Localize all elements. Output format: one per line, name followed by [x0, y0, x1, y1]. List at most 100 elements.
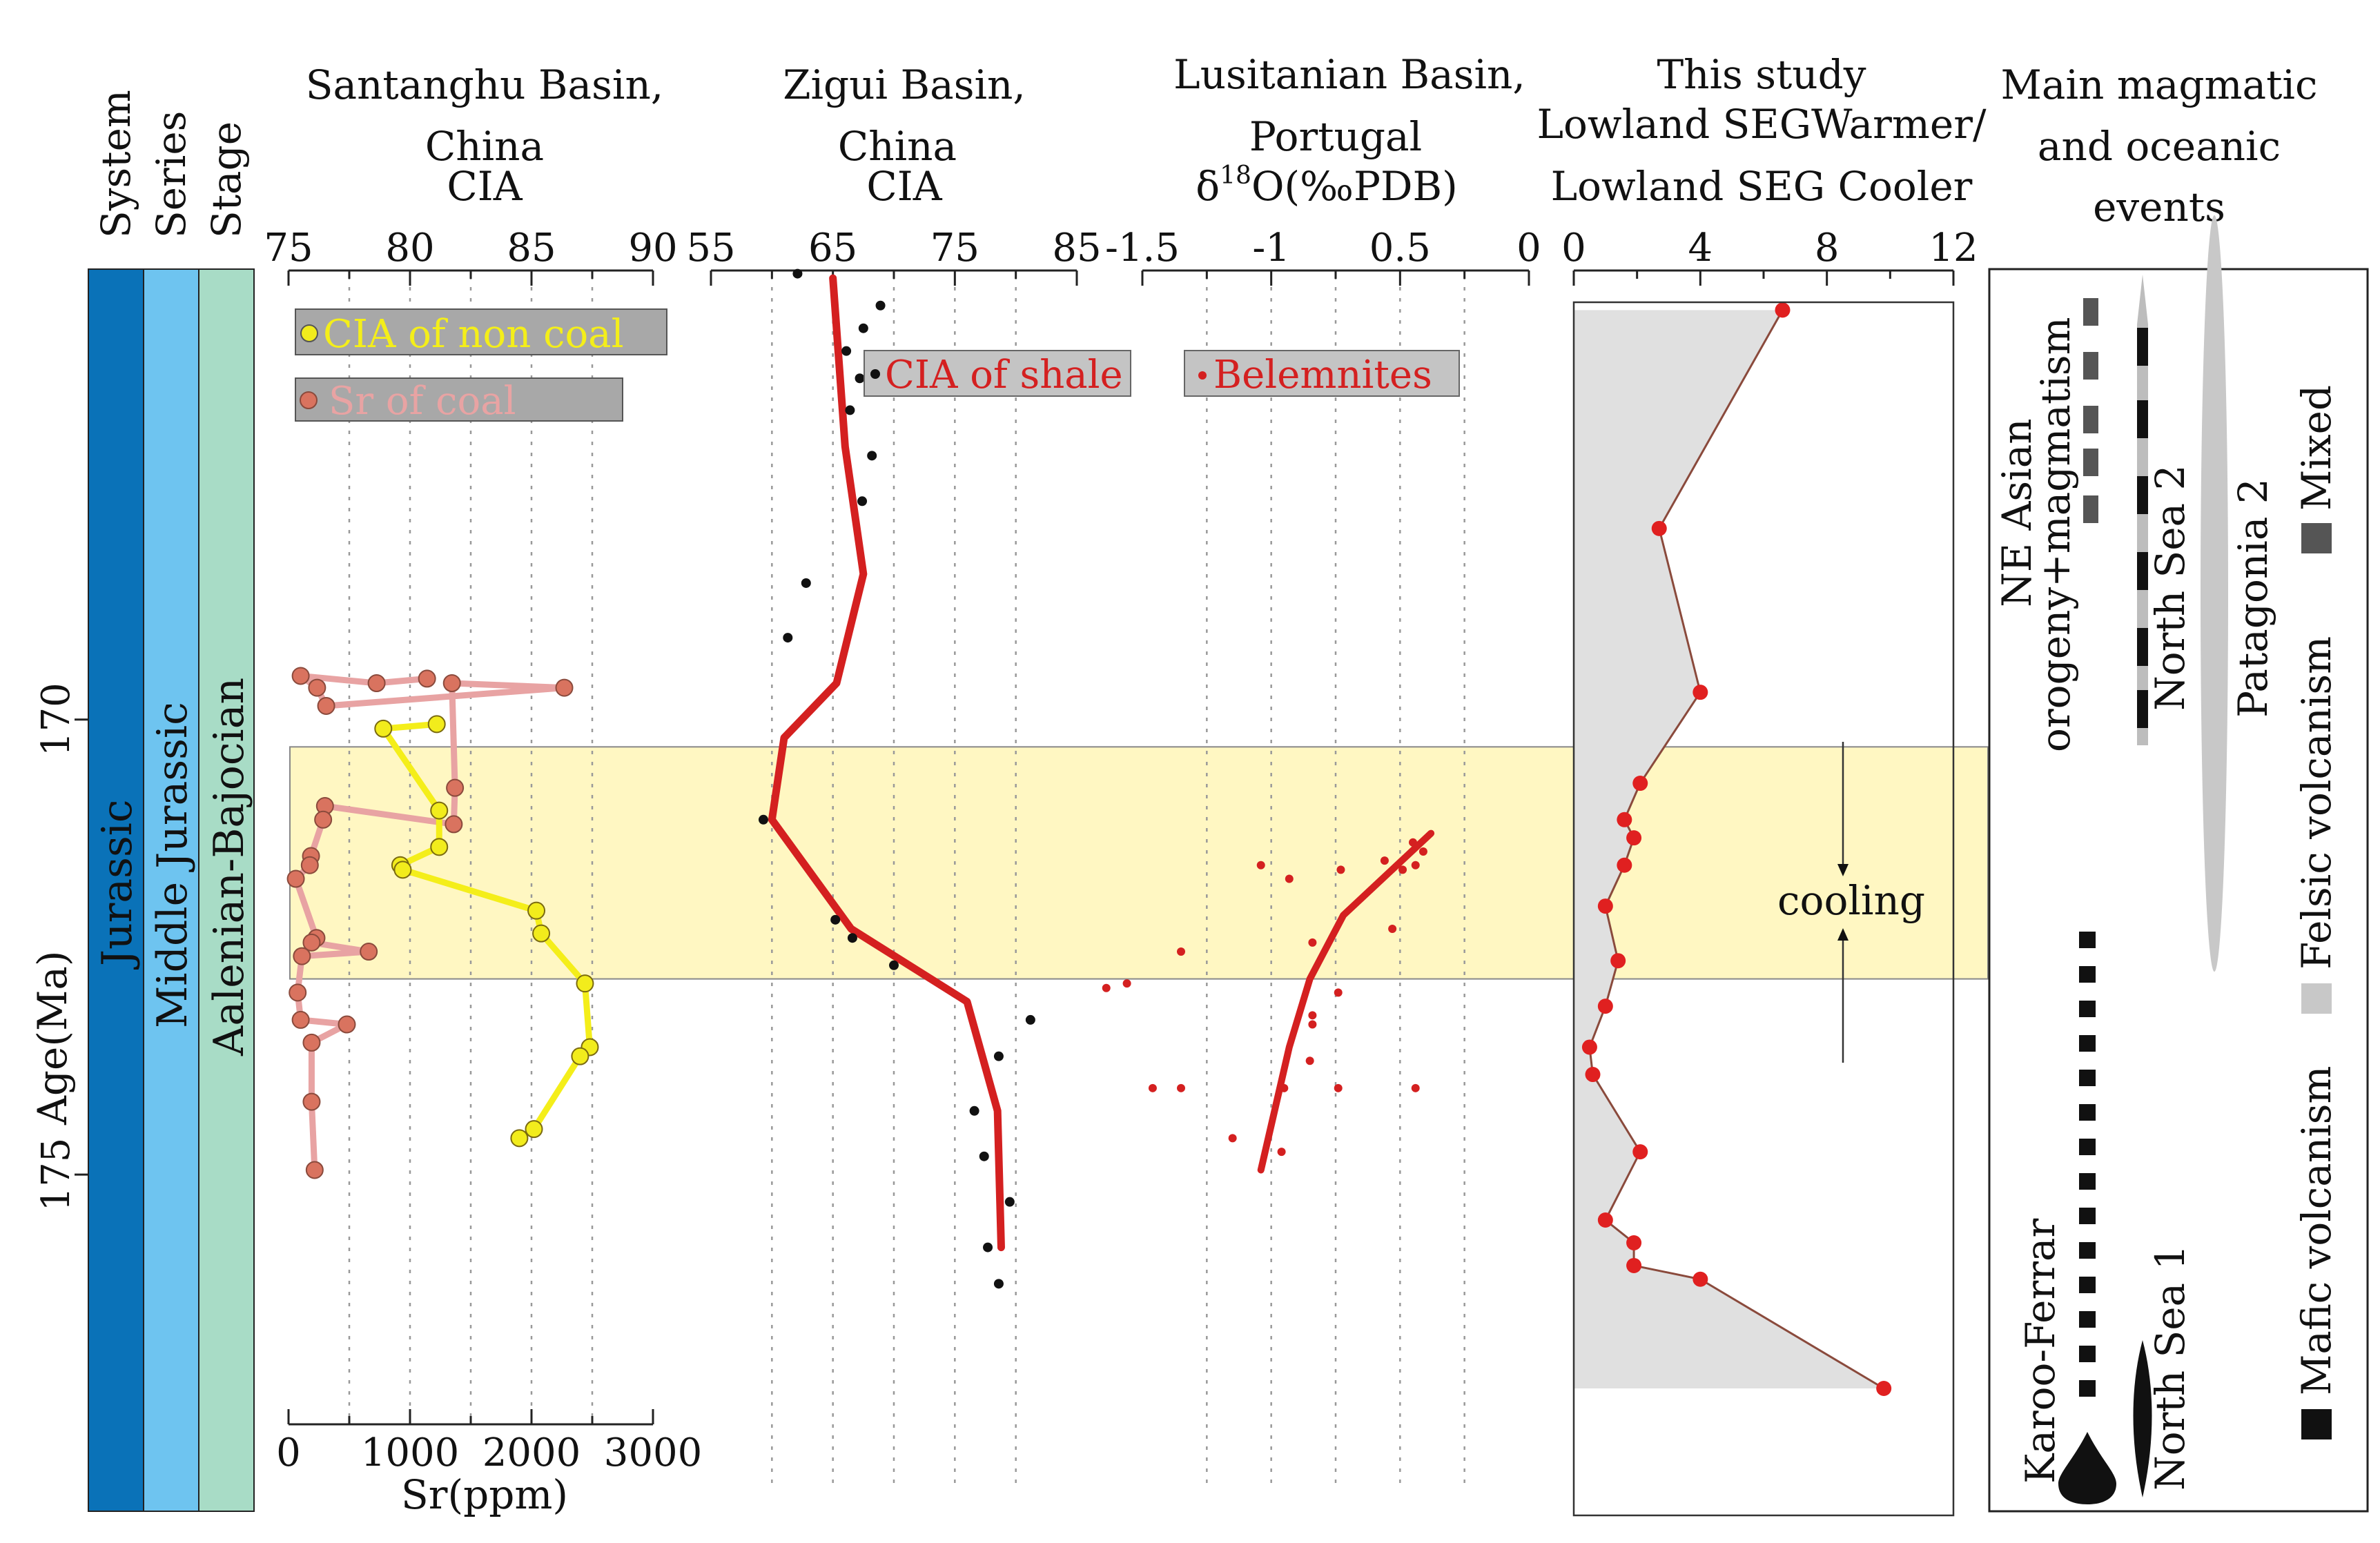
- legend-belemnites: Belemnites: [1184, 350, 1460, 397]
- patagonia-2-felsic-shape: [2201, 215, 2228, 972]
- cia-point: [374, 719, 393, 738]
- zigui-sample-point: [889, 960, 899, 970]
- lusitanian-sample-point: [1228, 1134, 1237, 1143]
- lusitanian-title-line-2: Portugal: [1249, 113, 1422, 160]
- lusitanian-sample-point: [1334, 1083, 1343, 1092]
- this-study-plot: [1574, 302, 1892, 1396]
- legend-sr-marker: [300, 391, 318, 409]
- system-label: Jurassic: [93, 799, 142, 970]
- this-study-title-line-2: Lowland SEGWarmer/: [1537, 101, 1987, 148]
- sr-point: [302, 1033, 321, 1052]
- this-study-point: [1610, 953, 1626, 969]
- zigui-top-tick-label: 55: [686, 226, 735, 271]
- this_study-top-tick-label: 8: [1815, 226, 1840, 271]
- sr-point: [302, 933, 321, 952]
- zigui-title-line-2: China: [838, 123, 957, 170]
- lusitanian-sample-point: [1409, 838, 1417, 847]
- this-study-point: [1626, 1235, 1642, 1250]
- lusitanian-title-line-1: Lusitanian Basin,: [1173, 51, 1525, 98]
- this_study-top-tick-label: 12: [1929, 226, 1978, 271]
- ne-asian-bar: [2083, 298, 2098, 523]
- lusitanian-sample-point: [1277, 1148, 1286, 1157]
- cia-point: [510, 1129, 529, 1148]
- lusitanian-sample-point: [1177, 947, 1185, 956]
- lusitanian-sample-point: [1305, 1056, 1314, 1065]
- this-study-point: [1626, 1257, 1642, 1273]
- this-study-point: [1775, 302, 1791, 318]
- this-study-point: [1693, 685, 1708, 700]
- zigui-sample-point: [979, 1151, 989, 1161]
- this-study-point: [1651, 520, 1667, 536]
- sr-point: [445, 815, 463, 834]
- legend-sr-of-coal: Sr of coal: [295, 377, 623, 424]
- zigui-sample-point: [858, 323, 868, 333]
- cia-point: [527, 901, 546, 920]
- sr-axis-tick-label: 1000: [361, 1431, 460, 1475]
- zigui-sample-point: [1004, 1197, 1015, 1207]
- series-column: [144, 269, 199, 1511]
- santanghu-top-tick-label: 75: [264, 226, 313, 271]
- legend-felsic-label: Felsic volcanism: [2293, 636, 2340, 970]
- this-study-point: [1597, 999, 1613, 1014]
- this-study-title-line-3: Lowland SEG Cooler: [1551, 163, 1973, 210]
- lusitanian-sample-point: [1102, 983, 1111, 992]
- north-sea-2-label: North Sea 2: [2147, 465, 2194, 711]
- cia-point: [525, 1120, 543, 1139]
- zigui-top-tick-label: 75: [930, 226, 979, 271]
- legend-mafic-label: Mafic volcanism: [2293, 1065, 2340, 1395]
- cooling-annotation: cooling: [1777, 742, 1925, 1063]
- system-column: [88, 269, 144, 1511]
- cia-point: [430, 838, 449, 856]
- santanghu-top-tick-label: 90: [628, 226, 677, 271]
- lusitanian-sample-point: [1177, 1083, 1185, 1092]
- this-study-point: [1597, 1212, 1613, 1228]
- stage-label: Aalenian-Bajocian: [205, 678, 253, 1056]
- this-study-point: [1876, 1380, 1892, 1396]
- lusitanian-sample-point: [1418, 847, 1427, 856]
- legend-shale-marker: [870, 369, 880, 379]
- zigui-sample-point: [867, 451, 877, 461]
- zigui-sample-point: [993, 1279, 1004, 1289]
- lusitanian-sample-point: [1308, 1011, 1317, 1020]
- this_study-top-tick-label: 0: [1561, 226, 1586, 271]
- stage-column: [199, 269, 254, 1511]
- patagonia-2-label: Patagonia 2: [2230, 478, 2276, 718]
- zigui-sample-point: [847, 933, 857, 943]
- zigui-sample-point: [783, 633, 793, 643]
- age-axis-label: Age(Ma): [29, 950, 76, 1126]
- sr-point: [446, 778, 465, 797]
- series-label: Middle Jurassic: [148, 702, 197, 1028]
- ne-asian-label-1: NE Asian: [1993, 418, 2040, 607]
- lusitanian-sample-point: [1334, 988, 1343, 997]
- events-type-legend: Mixed Felsic volcanism Mafic volcanism: [2293, 385, 2340, 1439]
- north-sea-1-label: North Sea 1: [2147, 1245, 2194, 1491]
- this-study-point: [1626, 830, 1642, 846]
- zigui-sample-point: [857, 496, 868, 507]
- legend-mixed-label: Mixed: [2293, 385, 2340, 511]
- this-study-point: [1632, 776, 1648, 792]
- sr-point: [314, 810, 333, 829]
- sr-point: [442, 674, 461, 692]
- system-header: System: [92, 90, 139, 238]
- sr-point: [317, 696, 335, 715]
- panel-gridlines: [348, 276, 1465, 1491]
- events-frame: [1988, 268, 2369, 1513]
- legend-cia-label: CIA of non coal: [323, 312, 623, 357]
- zigui-sample-point: [855, 373, 865, 384]
- legend-belemnites-marker: [1198, 371, 1207, 380]
- legend-mixed-swatch: [2301, 523, 2332, 553]
- zigui-title-line-1: Zigui Basin,: [783, 61, 1026, 108]
- stage-header: Stage: [203, 121, 250, 238]
- this-study-area: [1574, 310, 1884, 1388]
- lusitanian-sample-point: [1122, 979, 1131, 988]
- zigui-sample-point: [993, 1051, 1004, 1061]
- santanghu-title-line-2: China: [425, 123, 544, 170]
- cooling-band: [289, 746, 1989, 980]
- this-study-title-line-1: This study: [1657, 51, 1866, 98]
- lusitanian-sample-point: [1308, 1020, 1317, 1029]
- lusitanian-sample-point: [1285, 874, 1294, 883]
- cia-point: [576, 974, 594, 993]
- santanghu-title-line-3: CIA: [447, 163, 523, 210]
- sr-point: [555, 678, 574, 697]
